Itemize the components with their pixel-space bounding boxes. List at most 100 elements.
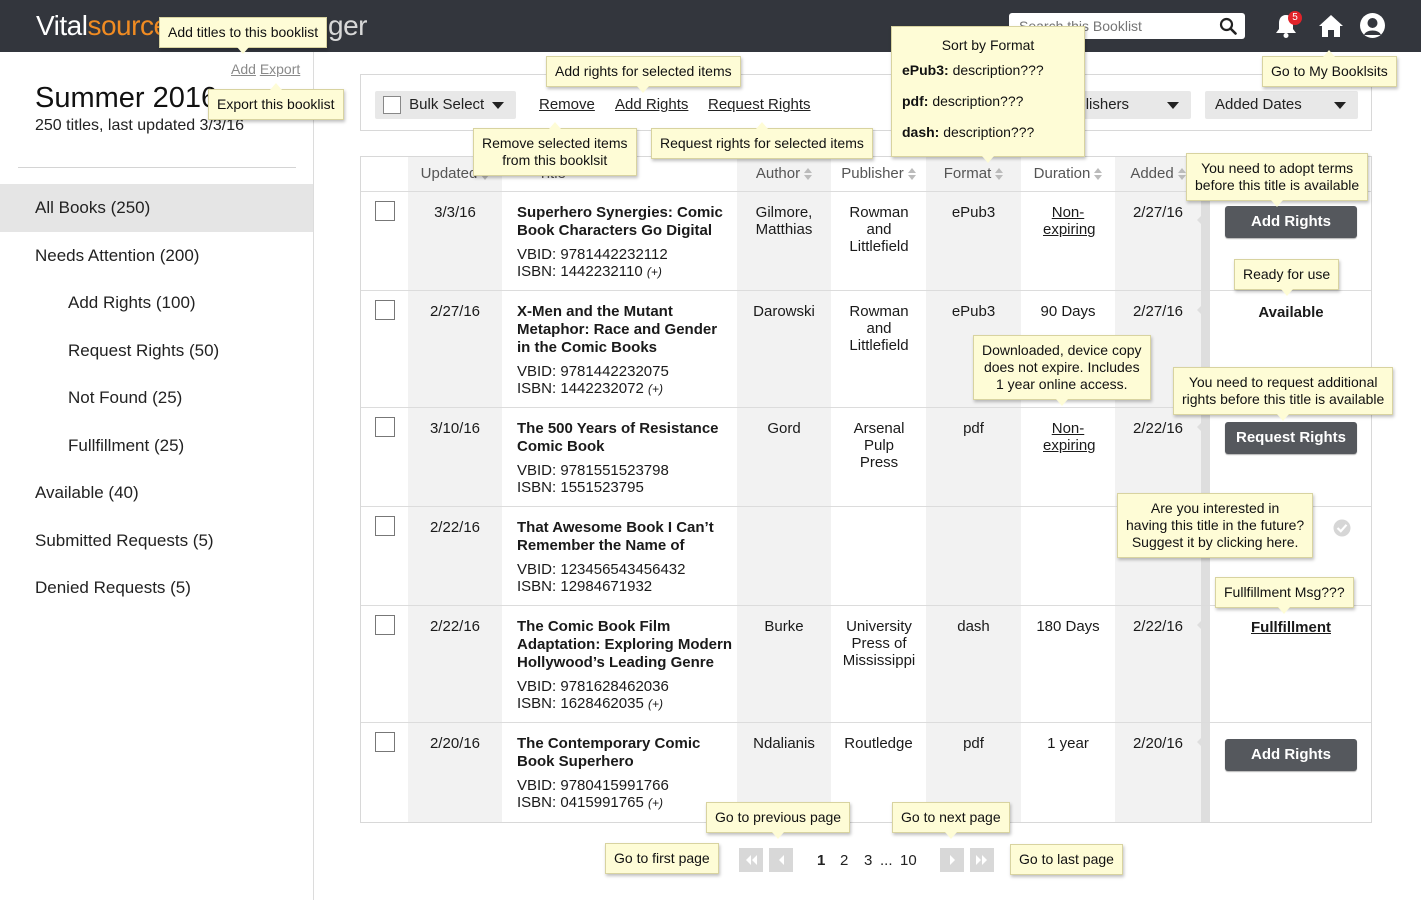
logo-text-vital: Vital <box>36 10 88 41</box>
header-format[interactable]: Format <box>926 157 1021 191</box>
sidebar-divider <box>18 167 296 168</box>
table-row: 3/3/16 Superhero Synergies: Comic Book C… <box>361 191 1371 291</box>
cell-format: dash <box>957 618 990 635</box>
cell-title: That Awesome Book I Can’t Remember the N… <box>517 519 732 595</box>
book-ids: VBID: 9780415991766 ISBN: 0415991765 (+) <box>517 777 732 812</box>
remove-link[interactable]: Remove <box>539 96 595 113</box>
book-title[interactable]: Superhero Synergies: Comic Book Characte… <box>517 204 723 239</box>
isbn-more-link[interactable]: (+) <box>647 796 663 810</box>
cell-updated: 2/27/16 <box>429 303 481 320</box>
header-added-label: Added <box>1130 165 1174 182</box>
book-title[interactable]: The Comic Book Film Adaptation: Explorin… <box>517 618 732 671</box>
app-title-fragment: ger <box>328 10 367 41</box>
last-page-button[interactable] <box>970 848 994 872</box>
tooltip-export: Export this booklist <box>208 83 344 120</box>
first-page-button[interactable] <box>739 848 763 872</box>
tooltip-key: pdf: <box>902 93 929 109</box>
cell-duration-link[interactable]: Non-expiring <box>1043 204 1096 238</box>
tooltip-ready: Ready for use <box>1234 259 1340 296</box>
isbn-more-link[interactable]: (+) <box>647 697 663 711</box>
isbn-label: ISBN: <box>517 794 561 811</box>
add-rights-button[interactable]: Add Rights <box>1225 206 1357 238</box>
header-added[interactable]: Added <box>1115 157 1201 191</box>
cell-updated: 2/22/16 <box>429 618 481 635</box>
isbn-more-link[interactable]: (+) <box>647 382 663 396</box>
add-rights-button[interactable]: Add Rights <box>1225 739 1357 771</box>
add-titles-link[interactable]: Add <box>231 61 256 77</box>
row-checkbox[interactable] <box>375 732 395 752</box>
sidebar-item-fullfillment[interactable]: Fullfillment (25) <box>68 435 185 455</box>
chevron-left-icon <box>779 855 784 865</box>
vbid-value: 9780415991766 <box>560 777 669 794</box>
tooltip-last-page: Go to last page <box>1010 844 1123 875</box>
cell-added: 2/22/16 <box>1132 420 1184 437</box>
header-duration[interactable]: Duration <box>1021 157 1115 191</box>
book-title[interactable]: That Awesome Book I Can’t Remember the N… <box>517 519 714 554</box>
header-publisher[interactable]: Publisher <box>831 157 926 191</box>
vbid-value: 9781551523798 <box>560 462 669 479</box>
sidebar-item-submitted-requests[interactable]: Submitted Requests (5) <box>35 530 214 550</box>
request-rights-link[interactable]: Request Rights <box>708 96 811 113</box>
export-link[interactable]: Export <box>259 61 301 77</box>
tooltip-add-rights-selected: Add rights for selected items <box>546 56 741 93</box>
search-icon[interactable] <box>1219 17 1237 39</box>
tooltip-text: Sort by Format <box>941 37 1035 53</box>
sidebar-item-denied-requests[interactable]: Denied Requests (5) <box>35 578 191 597</box>
table-row: 2/22/16 The Comic Book Film Adaptation: … <box>361 605 1371 723</box>
sidebar-item-all-books[interactable]: All Books (250) <box>0 184 313 232</box>
row-checkbox[interactable] <box>375 300 395 320</box>
sidebar-item-request-rights[interactable]: Request Rights (50) <box>68 340 220 360</box>
sidebar-item-needs-attention[interactable]: Needs Attention (200) <box>35 245 200 265</box>
page-2[interactable]: 2 <box>840 852 849 869</box>
request-rights-button[interactable]: Request Rights <box>1225 422 1357 454</box>
added-dates-filter-dropdown[interactable]: Added Dates <box>1205 91 1358 119</box>
previous-page-button[interactable] <box>769 848 793 872</box>
tooltip-value: description??? <box>939 124 1035 140</box>
booklist-subtitle: 250 titles, last updated 3/3/16 <box>35 117 245 134</box>
cell-updated: 3/10/16 <box>429 420 481 437</box>
chevron-down-icon <box>1167 102 1179 109</box>
sidebar-item-not-found[interactable]: Not Found (25) <box>68 388 183 407</box>
cell-publisher: Rowman and Littlefield <box>849 303 909 354</box>
book-title[interactable]: X-Men and the Mutant Metaphor: Race and … <box>517 303 718 356</box>
tooltip-text: Are you interested in <box>1150 500 1280 516</box>
isbn-label: ISBN: <box>517 263 561 280</box>
vbid-label: VBID: <box>517 561 561 578</box>
cell-author: Gord <box>767 420 801 437</box>
row-checkbox[interactable] <box>375 516 395 536</box>
home-icon[interactable] <box>1318 14 1344 42</box>
vbid-value: 123456543456432 <box>560 561 686 578</box>
sort-arrows-icon <box>804 168 813 181</box>
book-title[interactable]: The 500 Years of Resistance Comic Book <box>517 420 719 455</box>
fullfillment-link[interactable]: Fullfillment <box>1251 619 1331 636</box>
vitalsource-logo[interactable]: Vitalsource ger <box>36 10 367 42</box>
row-checkbox[interactable] <box>375 615 395 635</box>
chevron-down-icon <box>1334 102 1346 109</box>
cell-title: Superhero Synergies: Comic Book Characte… <box>517 204 732 281</box>
sort-arrows-icon <box>1177 168 1186 181</box>
bulk-select-dropdown[interactable]: Bulk Select <box>375 91 516 119</box>
tooltip-request-additional: You need to request additional rights bef… <box>1173 367 1394 421</box>
tooltip-text: Remove selected items <box>482 135 628 151</box>
page-10[interactable]: 10 <box>900 852 917 869</box>
cell-added: 2/20/16 <box>1132 735 1184 752</box>
row-checkbox[interactable] <box>375 417 395 437</box>
cell-publisher: Arsenal Pulp Press <box>853 420 905 471</box>
sidebar-item-available[interactable]: Available (40) <box>35 483 139 502</box>
user-profile-icon[interactable] <box>1359 12 1386 43</box>
row-checkbox[interactable] <box>375 201 395 221</box>
book-title[interactable]: The Contemporary Comic Book Superhero <box>517 735 701 770</box>
sidebar-item-add-rights[interactable]: Add Rights (100) <box>68 293 196 312</box>
page-1[interactable]: 1 <box>817 852 826 869</box>
bulk-select-checkbox[interactable] <box>383 96 401 115</box>
status-available: Available <box>1258 304 1324 321</box>
next-page-button[interactable] <box>940 848 964 872</box>
cell-duration-link[interactable]: Non-expiring <box>1043 420 1096 454</box>
add-rights-link[interactable]: Add Rights <box>615 96 689 113</box>
page-3[interactable]: 3 <box>864 852 873 869</box>
suggest-check-icon[interactable] <box>1333 519 1351 541</box>
table-row: 3/10/16 The 500 Years of Resistance Comi… <box>361 407 1371 507</box>
header-author[interactable]: Author <box>737 157 831 191</box>
isbn-value: 1442232072 <box>560 380 644 397</box>
isbn-more-link[interactable]: (+) <box>646 265 662 279</box>
